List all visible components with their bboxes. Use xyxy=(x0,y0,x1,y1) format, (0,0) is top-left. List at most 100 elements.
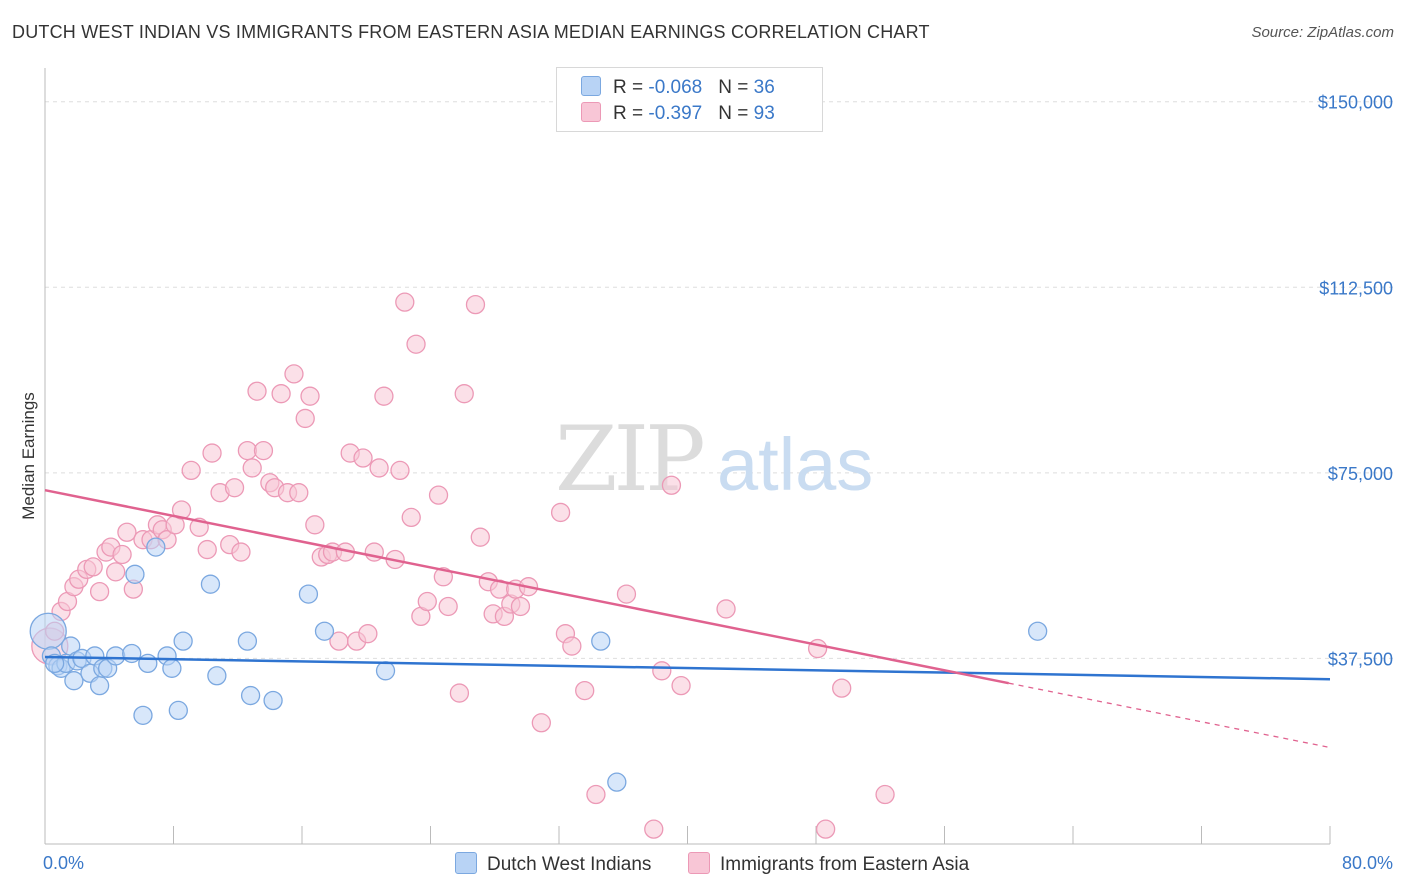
immigrants-eastern-asia-point xyxy=(562,636,582,656)
immigrants-eastern-asia-point xyxy=(295,408,315,429)
immigrants-eastern-asia-point xyxy=(586,784,606,805)
immigrants-eastern-asia-point xyxy=(242,458,262,478)
immigrants-eastern-asia-point xyxy=(454,384,474,404)
immigrants-eastern-asia-point xyxy=(117,522,137,542)
immigrants-eastern-asia-point xyxy=(237,440,258,461)
immigrants-eastern-asia-point xyxy=(202,443,222,463)
axes xyxy=(44,68,1331,845)
immigrants-eastern-asia-point xyxy=(390,460,410,481)
dutch-west-indians-point xyxy=(106,646,126,666)
immigrants-eastern-asia-point xyxy=(465,294,486,315)
immigrants-eastern-asia-point xyxy=(231,542,251,562)
immigrants-eastern-asia-point xyxy=(510,596,531,617)
immigrants-eastern-asia-point xyxy=(369,458,389,478)
immigrants-eastern-asia-point xyxy=(644,819,664,839)
dutch-west-indians-point xyxy=(138,653,158,674)
trend-lines xyxy=(44,488,1331,749)
immigrants-eastern-asia-point xyxy=(358,624,378,644)
immigrants-eastern-asia-point xyxy=(253,440,274,461)
dutch-west-indians-point xyxy=(237,631,258,651)
immigrants-eastern-asia-point xyxy=(652,661,672,681)
chart-title: DUTCH WEST INDIAN VS IMMIGRANTS FROM EAS… xyxy=(12,22,930,42)
dutch-west-indians-point xyxy=(168,700,188,721)
immigrants-eastern-asia-point xyxy=(395,292,415,312)
immigrants-eastern-asia-point xyxy=(401,507,421,528)
series-dutch-west-indians xyxy=(29,537,1048,792)
grid-lines xyxy=(45,101,1394,659)
dutch-west-indians-point xyxy=(298,584,319,604)
y-tick-label: $37,500 xyxy=(1328,649,1393,669)
watermark: ZIP atlas xyxy=(555,407,873,512)
watermark-zip: ZIP xyxy=(555,407,703,512)
dutch-west-indians-point xyxy=(607,772,627,792)
immigrants-eastern-asia-point xyxy=(284,364,304,384)
trend-line-extension xyxy=(1008,682,1331,749)
watermark-atlas: atlas xyxy=(717,423,873,506)
immigrants-eastern-asia-point xyxy=(671,676,691,696)
dutch-west-indians-point xyxy=(200,574,221,594)
immigrants-eastern-asia-point xyxy=(616,584,637,604)
legend-swatch-pink xyxy=(688,852,710,874)
dutch-west-indians-point xyxy=(64,671,84,691)
immigrants-eastern-asia-point xyxy=(406,334,426,354)
immigrants-eastern-asia-point xyxy=(550,502,571,523)
immigrants-eastern-asia-point xyxy=(374,386,394,406)
legend-n-label: N = xyxy=(718,103,754,124)
dutch-west-indians-point xyxy=(240,685,261,706)
immigrants-eastern-asia-point xyxy=(815,819,836,839)
dutch-west-indians-point xyxy=(375,661,396,681)
immigrants-eastern-asia-point xyxy=(417,591,437,612)
legend-item-dutch-west-indians[interactable]: Dutch West Indians xyxy=(455,852,651,876)
immigrants-eastern-asia-point xyxy=(289,483,309,503)
y-tick-label: $150,000 xyxy=(1318,93,1393,113)
dutch-west-indians-point xyxy=(125,564,145,584)
legend-row-blue: R = -0.068 N = 36 xyxy=(581,76,775,102)
immigrants-eastern-asia-point xyxy=(575,680,595,701)
immigrants-eastern-asia-point xyxy=(531,713,551,733)
tick-labels: $37,500 $75,000 $112,500 $150,000 0.0% 80.0% xyxy=(43,93,1393,873)
legend-swatch-pink xyxy=(581,102,601,122)
legend-row-pink: R = -0.397 N = 93 xyxy=(581,102,775,128)
legend-series-name: Immigrants from Eastern Asia xyxy=(720,854,970,875)
series-immigrants-eastern-asia xyxy=(31,292,895,839)
immigrants-eastern-asia-point xyxy=(271,384,291,404)
immigrants-eastern-asia-point xyxy=(171,500,192,520)
legend-n-value: 36 xyxy=(753,77,775,98)
immigrants-eastern-asia-point xyxy=(661,475,682,495)
dutch-west-indians-point xyxy=(263,690,283,711)
immigrants-eastern-asia-point xyxy=(449,683,470,703)
legend-item-immigrants-eastern-asia[interactable]: Immigrants from Eastern Asia xyxy=(688,852,969,876)
legend-n-value: 93 xyxy=(753,103,775,124)
y-tick-label: $112,500 xyxy=(1319,278,1393,298)
dutch-west-indians-point xyxy=(29,612,67,650)
immigrants-eastern-asia-point xyxy=(83,557,103,577)
dutch-west-indians-point xyxy=(89,676,110,696)
dutch-west-indians-point xyxy=(162,658,182,678)
legend-r-value: -0.068 xyxy=(648,77,703,98)
legend-swatch-blue xyxy=(581,76,601,96)
dutch-west-indians-point xyxy=(173,631,193,651)
legend-r-label: R = xyxy=(613,103,649,124)
legend-r-value: -0.397 xyxy=(648,103,703,124)
trend-line-immigrants-eastern-asia xyxy=(44,488,1009,685)
legend-swatch-blue xyxy=(455,852,477,874)
dutch-west-indians-point xyxy=(1028,621,1048,641)
x-tick-label-min: 0.0% xyxy=(43,853,84,873)
dutch-west-indians-point xyxy=(44,653,65,674)
immigrants-eastern-asia-point xyxy=(433,567,454,587)
dutch-west-indians-point xyxy=(314,621,335,641)
dutch-west-indians-point xyxy=(207,666,227,686)
series-legend: Dutch West Indians Immigrants from Easte… xyxy=(0,852,1406,878)
immigrants-eastern-asia-point xyxy=(300,386,320,406)
x-tick-label-max: 80.0% xyxy=(1342,853,1393,873)
immigrants-eastern-asia-point xyxy=(353,448,373,468)
y-axis-label: Median Earnings xyxy=(19,392,38,520)
immigrants-eastern-asia-point xyxy=(716,599,736,619)
immigrants-eastern-asia-point xyxy=(428,485,449,505)
dutch-west-indians-point xyxy=(146,537,166,557)
correlation-legend: R = -0.068 N = 36 R = -0.397 N = 93 xyxy=(556,67,823,132)
legend-series-name: Dutch West Indians xyxy=(487,854,652,875)
immigrants-eastern-asia-point xyxy=(224,478,245,498)
immigrants-eastern-asia-point xyxy=(89,581,110,602)
legend-r-label: R = xyxy=(613,77,649,98)
